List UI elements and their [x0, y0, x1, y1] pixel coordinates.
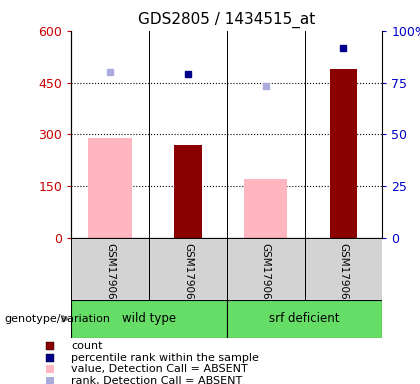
Text: GSM179065: GSM179065 — [261, 243, 270, 306]
Bar — [174, 145, 202, 238]
Bar — [227, 300, 382, 338]
Bar — [149, 238, 227, 300]
Text: GSM179066: GSM179066 — [183, 243, 193, 306]
Bar — [89, 138, 132, 238]
Text: wild type: wild type — [122, 312, 176, 325]
Bar — [304, 238, 382, 300]
Bar — [71, 238, 149, 300]
Text: count: count — [71, 341, 103, 351]
Text: genotype/variation: genotype/variation — [4, 314, 110, 324]
Bar — [227, 238, 304, 300]
Bar — [71, 300, 227, 338]
Text: srf deficient: srf deficient — [269, 312, 340, 325]
Bar — [330, 69, 357, 238]
Title: GDS2805 / 1434515_at: GDS2805 / 1434515_at — [138, 12, 315, 28]
Text: GSM179067: GSM179067 — [339, 243, 348, 306]
Text: value, Detection Call = ABSENT: value, Detection Call = ABSENT — [71, 364, 248, 374]
Bar — [244, 179, 287, 238]
Text: GSM179064: GSM179064 — [105, 243, 115, 306]
Text: rank, Detection Call = ABSENT: rank, Detection Call = ABSENT — [71, 376, 243, 384]
Text: percentile rank within the sample: percentile rank within the sample — [71, 353, 259, 363]
